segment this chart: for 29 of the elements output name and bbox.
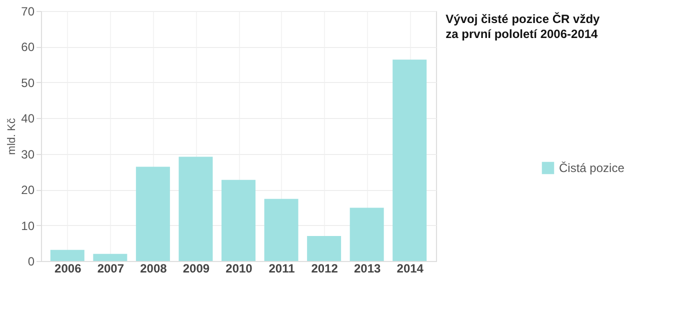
y-tick-label: 10 [21, 218, 35, 233]
y-tick-label: 30 [21, 147, 35, 162]
y-tick-label: 40 [21, 112, 35, 126]
bar [222, 180, 256, 261]
x-tick-label: 2013 [354, 262, 382, 276]
y-axis-title: mld. Kč [6, 118, 18, 155]
x-tick-label: 2007 [97, 262, 124, 276]
x-tick-label: 2014 [396, 262, 424, 276]
x-tick-label: 2010 [226, 262, 253, 276]
x-tick-label: 2012 [311, 262, 338, 276]
bar [93, 254, 128, 261]
x-tick-label: 2009 [182, 262, 210, 276]
y-tick-label: 50 [21, 76, 35, 90]
y-tick-label: 70 [21, 4, 35, 18]
bar [50, 250, 84, 261]
bar [136, 166, 170, 261]
text: Vývoj čisté pozice ČR vždy za první pololetí 2006-2014 [446, 12, 600, 41]
bar [350, 208, 384, 261]
x-tick-label: 2008 [140, 262, 168, 276]
x-tick-label: 2011 [268, 262, 296, 276]
bar [264, 198, 298, 261]
bar [178, 156, 213, 261]
x-tick-label: 2006 [54, 262, 82, 276]
legend-label: Čistá pozice [559, 161, 625, 175]
y-tick-label: 60 [21, 40, 35, 54]
bar [307, 236, 342, 261]
y-tick-label: 0 [28, 254, 35, 268]
bar [392, 60, 427, 261]
y-tick-label: 20 [21, 183, 35, 198]
